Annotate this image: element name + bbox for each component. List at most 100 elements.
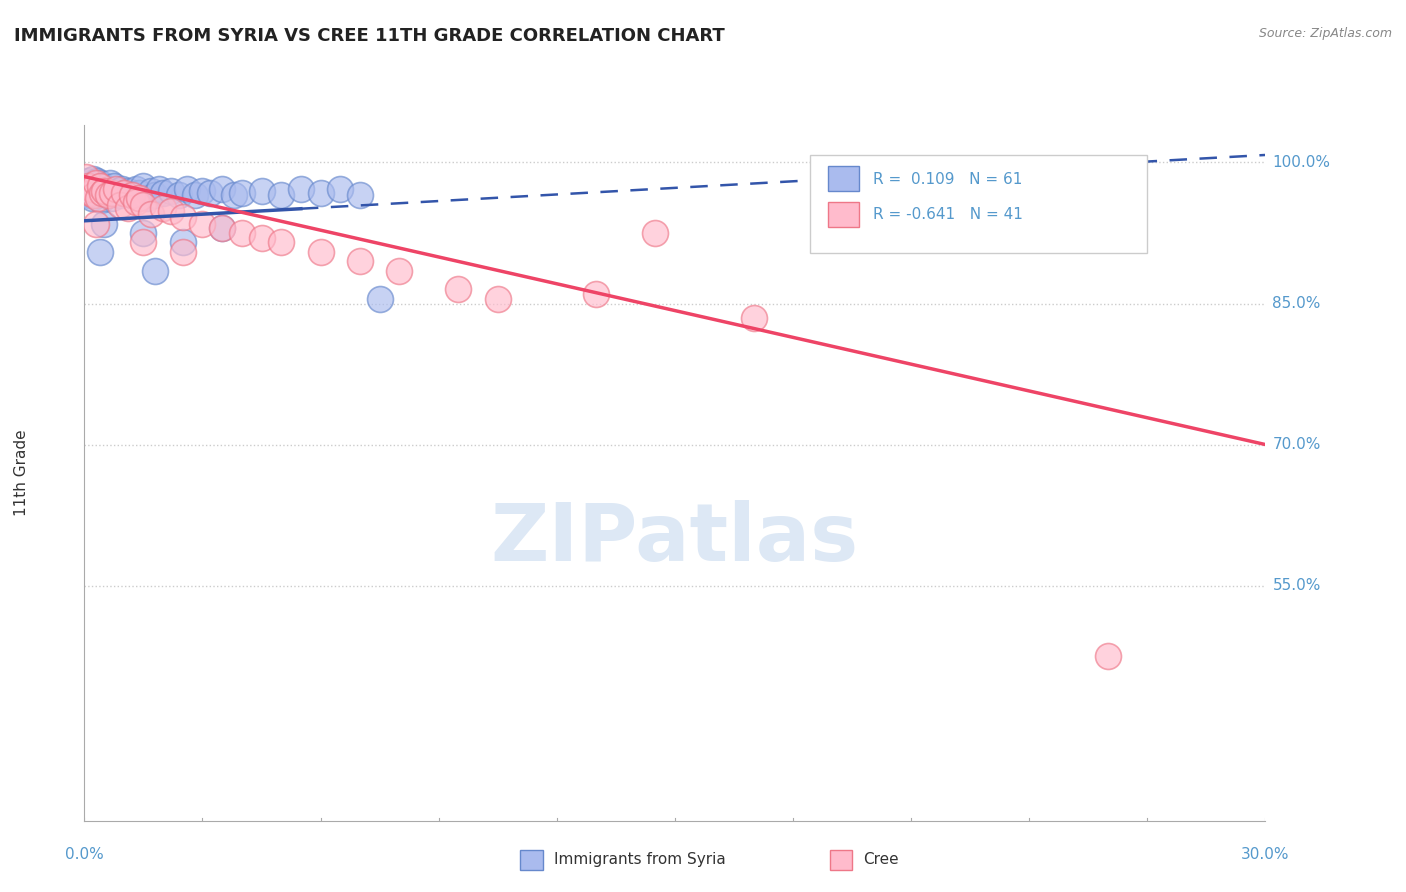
Point [93, 217, 115, 231]
Point [82, 191, 104, 205]
Point [160, 184, 183, 198]
Text: Source: ZipAtlas.com: Source: ZipAtlas.com [1258, 27, 1392, 40]
Point [200, 186, 222, 200]
Point [75, 169, 97, 184]
Point [132, 179, 155, 194]
Point [117, 201, 139, 215]
Point [141, 184, 163, 198]
Point [486, 292, 509, 306]
Point [84, 186, 107, 200]
Point [83, 188, 105, 202]
Point [270, 188, 292, 202]
Point [148, 182, 170, 196]
Point [91, 186, 114, 200]
Text: 0.0%: 0.0% [65, 847, 104, 863]
Point [585, 287, 607, 301]
Point [89, 182, 111, 196]
Point [160, 204, 183, 219]
Point [176, 182, 198, 196]
Point [84, 217, 107, 231]
Point [121, 188, 143, 202]
Text: IMMIGRANTS FROM SYRIA VS CREE 11TH GRADE CORRELATION CHART: IMMIGRANTS FROM SYRIA VS CREE 11TH GRADE… [14, 27, 725, 45]
Point [90, 193, 112, 207]
Point [152, 201, 174, 215]
Point [132, 235, 155, 250]
Point [101, 186, 124, 200]
Point [231, 186, 253, 200]
Point [104, 182, 127, 196]
Point [112, 186, 135, 200]
Text: 100.0%: 100.0% [1272, 155, 1330, 170]
Point [83, 179, 105, 194]
Point [141, 207, 163, 221]
Point [79, 188, 101, 202]
Point [349, 188, 371, 202]
Point [104, 186, 127, 200]
Point [270, 235, 292, 250]
Point [349, 254, 371, 268]
Point [77, 179, 100, 194]
Point [86, 174, 108, 188]
Point [97, 188, 120, 202]
Point [124, 182, 146, 196]
Point [89, 179, 111, 194]
Point [128, 186, 150, 200]
Point [132, 198, 155, 212]
Point [121, 188, 143, 202]
Text: R =  0.109   N = 61: R = 0.109 N = 61 [873, 172, 1022, 186]
Point [117, 184, 139, 198]
Text: 30.0%: 30.0% [1241, 847, 1289, 863]
Text: 85.0%: 85.0% [1272, 296, 1320, 311]
Point [191, 184, 214, 198]
Point [91, 179, 114, 194]
Point [143, 263, 166, 277]
Point [79, 186, 101, 200]
Point [183, 188, 205, 202]
Point [152, 186, 174, 200]
Point [290, 182, 312, 196]
Point [103, 179, 125, 194]
Point [94, 182, 117, 196]
Point [143, 188, 166, 202]
Point [211, 221, 233, 235]
Text: Cree: Cree [863, 852, 898, 867]
Point [132, 226, 155, 240]
Point [128, 191, 150, 205]
Point [108, 188, 131, 202]
Text: 55.0%: 55.0% [1272, 578, 1320, 593]
Point [87, 188, 110, 202]
Point [112, 186, 135, 200]
Point [211, 182, 233, 196]
Point [742, 310, 765, 325]
Point [82, 172, 104, 186]
Point [644, 226, 666, 240]
Point [97, 188, 120, 202]
Point [211, 221, 233, 235]
Point [329, 182, 352, 196]
Point [75, 179, 97, 194]
Point [250, 184, 273, 198]
Point [108, 198, 131, 212]
Point [98, 176, 121, 190]
Text: 11th Grade: 11th Grade [14, 429, 28, 516]
Point [76, 186, 98, 200]
Point [388, 263, 411, 277]
Text: ZIPatlas: ZIPatlas [491, 500, 859, 578]
Point [447, 282, 470, 296]
Point [231, 226, 253, 240]
Point [77, 174, 100, 188]
Point [222, 188, 245, 202]
Point [82, 182, 104, 196]
Text: Immigrants from Syria: Immigrants from Syria [554, 852, 725, 867]
Point [368, 292, 391, 306]
Point [250, 230, 273, 244]
Point [84, 184, 107, 198]
Point [89, 244, 111, 259]
Point [136, 191, 159, 205]
Point [107, 184, 129, 198]
Point [167, 188, 190, 202]
Text: 70.0%: 70.0% [1272, 437, 1320, 452]
Text: R = -0.641   N = 41: R = -0.641 N = 41 [873, 208, 1022, 222]
Point [124, 194, 146, 209]
Point [93, 184, 115, 198]
